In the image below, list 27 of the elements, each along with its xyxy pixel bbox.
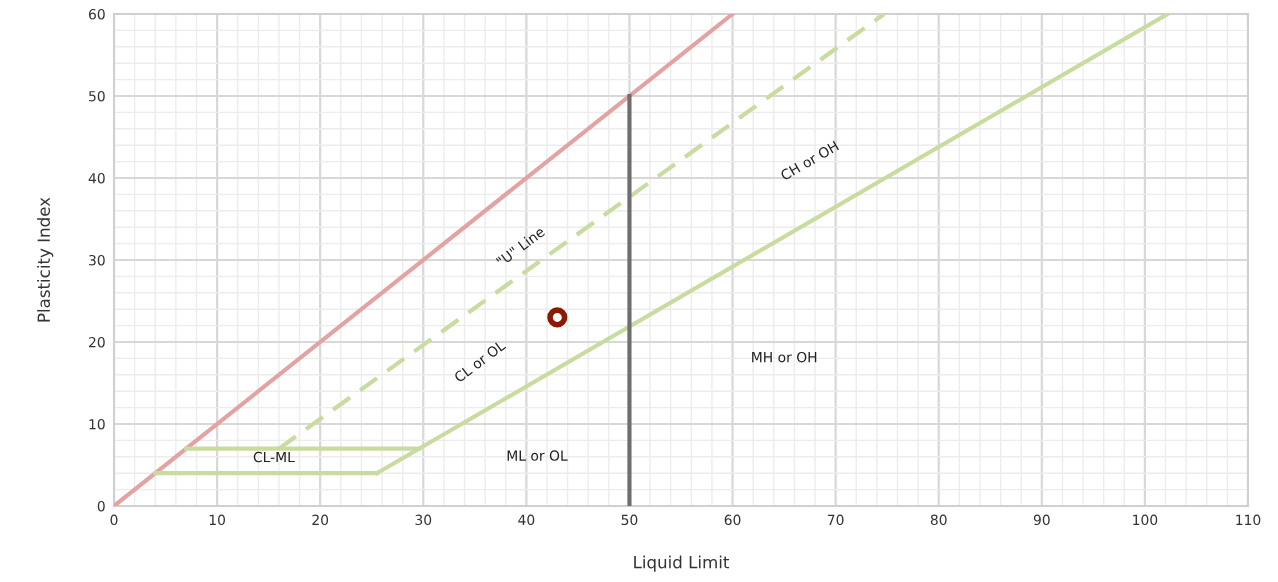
- y-tick-label: 0: [97, 500, 105, 512]
- annotation: CL-ML: [253, 451, 295, 463]
- x-tick-label: 30: [415, 514, 432, 526]
- x-tick-label: 110: [1236, 514, 1261, 526]
- x-tick-label: 100: [1133, 514, 1158, 526]
- annotation: "U" Line: [495, 225, 546, 268]
- x-tick-label: 60: [724, 514, 741, 526]
- annotation: ML or OL: [507, 450, 568, 461]
- x-tick-label: 0: [110, 514, 118, 526]
- annotation: MH or OH: [752, 351, 817, 363]
- y-tick-label: 50: [89, 90, 105, 102]
- y-tick-label: 10: [89, 418, 105, 430]
- annotation: CL or OL: [453, 339, 507, 383]
- x-tick-label: 40: [518, 514, 535, 526]
- x-tick-label: 10: [209, 514, 226, 526]
- y-tick-label: 40: [88, 172, 105, 184]
- x-axis-title: Liquid Limit: [634, 555, 730, 572]
- x-tick-label: 50: [621, 514, 638, 526]
- x-tick-label: 80: [930, 514, 947, 526]
- x-tick-label: 90: [1033, 514, 1050, 526]
- x-tick-label: 20: [312, 514, 329, 526]
- annotation: CH or OH: [779, 140, 840, 181]
- y-tick-label: 60: [88, 8, 105, 20]
- y-tick-label: 30: [89, 254, 105, 266]
- y-tick-label: 20: [89, 336, 105, 348]
- y-axis-title: Plasticity Index: [37, 197, 54, 322]
- x-tick-label: 70: [827, 514, 844, 526]
